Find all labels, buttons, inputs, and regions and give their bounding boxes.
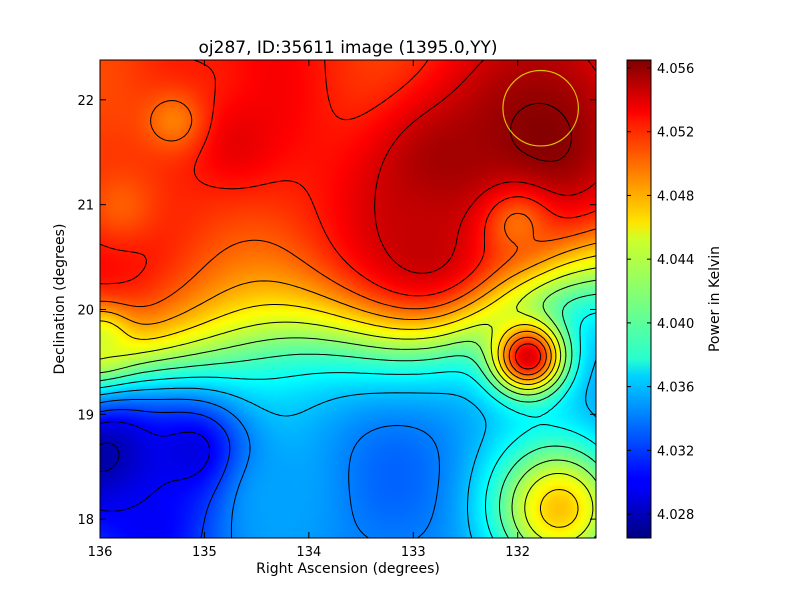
y-tick-label: 20 <box>77 303 94 318</box>
colorbar-gradient <box>627 60 651 538</box>
y-tick-label: 18 <box>77 513 94 528</box>
colorbar-tick-label: 4.028 <box>657 508 694 523</box>
colorbar: 4.028 4.032 4.036 4.040 4.044 4.048 4.052 4.056 <box>626 59 694 539</box>
x-axis: 136 135 134 133 132 <box>88 60 530 560</box>
contour-line <box>100 255 596 528</box>
y-axis-title: Declination (degrees) <box>52 224 68 375</box>
contour-line <box>100 279 596 538</box>
colorbar-tick-label: 4.056 <box>657 62 694 77</box>
x-tick-label: 132 <box>505 545 530 560</box>
contour-line <box>374 60 596 274</box>
heatmap-image <box>100 60 596 538</box>
colorbar-ticks: 4.028 4.032 4.036 4.040 4.044 4.048 4.052 4.056 <box>627 62 694 523</box>
plot-area <box>100 60 596 538</box>
contour-line <box>100 442 120 472</box>
contour-lines <box>100 60 596 538</box>
y-tick-label: 21 <box>77 199 94 214</box>
x-tick-label: 134 <box>296 545 321 560</box>
contour-line <box>510 102 572 162</box>
colorbar-title: Power in Kelvin <box>707 246 723 352</box>
colorbar-tick-label: 4.040 <box>657 317 694 332</box>
colorbar-tick-label: 4.032 <box>657 444 694 459</box>
contour-line <box>100 409 231 538</box>
colorbar-frame <box>626 59 652 539</box>
contour-line <box>100 100 596 376</box>
y-tick-label: 19 <box>77 408 94 423</box>
contour-line <box>100 312 596 538</box>
x-tick-label: 135 <box>192 545 217 560</box>
plot-frame <box>99 59 597 539</box>
contour-line <box>100 267 596 538</box>
colorbar-tick-label: 4.048 <box>657 189 694 204</box>
colorbar-tick-label: 4.052 <box>657 126 694 141</box>
colorbar-tick-label: 4.036 <box>657 381 694 396</box>
colorbar-tick-label: 4.044 <box>657 253 694 268</box>
y-tick-label: 22 <box>77 94 94 109</box>
x-axis-title: Right Ascension (degrees) <box>256 561 440 577</box>
target-marker-circle <box>502 69 579 147</box>
x-tick-label: 133 <box>401 545 426 560</box>
y-axis: 18 19 20 21 22 <box>77 94 596 528</box>
contour-line <box>100 421 211 512</box>
chart-title: oj287, ID:35611 image (1395.0,YY) <box>199 38 498 58</box>
contour-line <box>100 398 440 538</box>
x-tick-label: 136 <box>88 545 113 560</box>
